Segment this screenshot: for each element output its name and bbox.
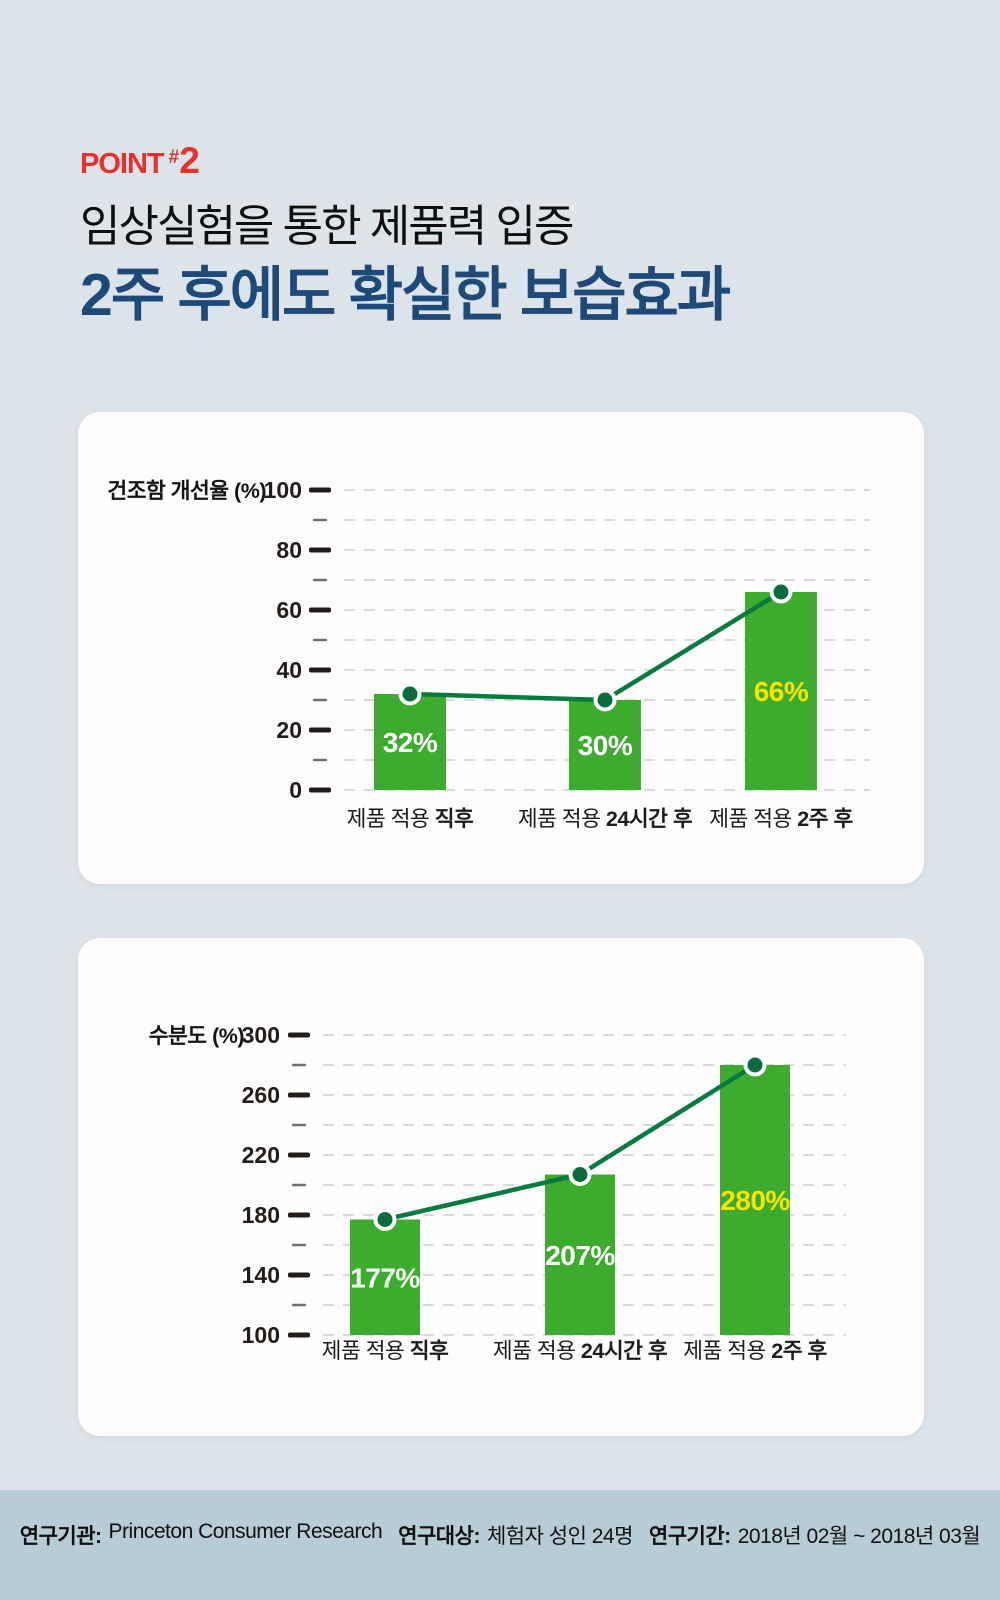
svg-text:260: 260 <box>242 1082 280 1108</box>
point-hash: # <box>168 147 180 168</box>
svg-text:32%: 32% <box>383 727 438 758</box>
svg-text:제품 적용 2주 후: 제품 적용 2주 후 <box>683 1339 827 1363</box>
svg-text:80: 80 <box>276 537 302 563</box>
subtitle: 임상실험을 통한 제품력 입증 <box>80 202 574 251</box>
svg-text:제품 적용 직후: 제품 적용 직후 <box>322 1339 449 1363</box>
study-info-item: 연구기관: Princeton Consumer Research <box>19 1520 383 1550</box>
study-info: 연구기관: Princeton Consumer Research 연구대상: 체험자… <box>19 1520 981 1550</box>
svg-text:207%: 207% <box>545 1240 615 1271</box>
chart-card-moisture: 300 260 220 180 140 100 수분도 (%) 177% 207% 280% 제품 … <box>78 938 924 1436</box>
point-number: 2 <box>179 140 200 181</box>
svg-text:177%: 177% <box>350 1262 420 1293</box>
point-badge: POINT # 2 <box>80 142 729 179</box>
page-title: 2주 후에도 확실한 보습효과 <box>80 262 731 329</box>
study-info-value: 2018년 02월 ~ 2018년 03월 <box>737 1525 981 1548</box>
dryness-improvement-chart: 100 80 60 40 20 0 건조함 개선율 (%) 32% 30% 66% 제품 적용 직후… <box>107 477 870 831</box>
study-info-item: 연구대상: 체험자 성인 24명 <box>398 1520 633 1550</box>
study-info-label: 연구기간: <box>648 1525 731 1548</box>
svg-text:0: 0 <box>289 777 302 803</box>
point-word: POINT <box>80 148 165 180</box>
svg-text:20: 20 <box>276 717 302 743</box>
svg-text:30%: 30% <box>578 730 633 761</box>
svg-text:180: 180 <box>242 1202 280 1228</box>
svg-text:100: 100 <box>264 477 302 503</box>
svg-text:66%: 66% <box>754 676 809 707</box>
study-info-label: 연구대상: <box>398 1525 480 1548</box>
header-block: POINT # 2 임상실험을 통한 제품력 입증 2주 후에도 확실한 보습효… <box>80 142 731 329</box>
chart-card-dryness: 100 80 60 40 20 0 건조함 개선율 (%) 32% 30% 66% 제품 적용 직후… <box>78 412 924 884</box>
svg-text:220: 220 <box>242 1142 280 1168</box>
study-info-label: 연구기관: <box>19 1525 102 1548</box>
svg-text:건조함 개선율 (%): 건조함 개선율 (%) <box>107 479 266 503</box>
svg-text:100: 100 <box>242 1322 280 1348</box>
study-info-value: 체험자 성인 24명 <box>486 1525 633 1548</box>
study-info-value: Princeton Consumer Research <box>108 1520 383 1543</box>
svg-text:제품 적용 24시간 후: 제품 적용 24시간 후 <box>518 807 693 831</box>
svg-text:수분도 (%): 수분도 (%) <box>149 1024 245 1048</box>
svg-text:300: 300 <box>242 1022 280 1048</box>
svg-text:60: 60 <box>276 597 302 623</box>
study-info-item: 연구기간: 2018년 02월 ~ 2018년 03월 <box>648 1520 981 1550</box>
svg-text:40: 40 <box>276 657 302 683</box>
svg-text:제품 적용 직후: 제품 적용 직후 <box>347 807 474 831</box>
svg-text:140: 140 <box>242 1262 280 1288</box>
moisture-level-chart: 300 260 220 180 140 100 수분도 (%) 177% 207% 280% 제품 … <box>149 1022 846 1363</box>
svg-text:제품 적용 24시간 후: 제품 적용 24시간 후 <box>493 1339 668 1363</box>
svg-text:280%: 280% <box>720 1185 790 1216</box>
study-info-band: 연구기관: Princeton Consumer Research 연구대상: 체험자… <box>0 1490 1000 1600</box>
svg-text:제품 적용 2주 후: 제품 적용 2주 후 <box>709 807 853 831</box>
